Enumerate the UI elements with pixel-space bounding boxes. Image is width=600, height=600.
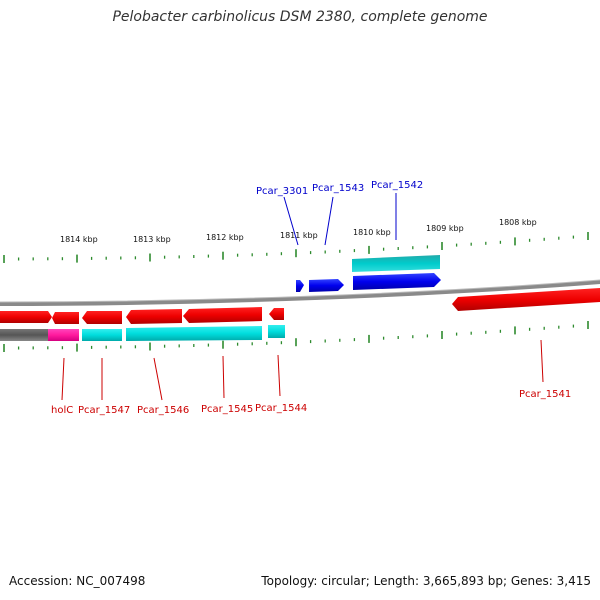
gene-label-pcar-1545[interactable]: Pcar_1545 [201, 404, 253, 415]
leader-pcar-1545 [222, 355, 225, 399]
feature-pcar-1542-region[interactable] [352, 255, 440, 272]
gene-pcar-1546-arrow[interactable] [126, 309, 182, 324]
feature-pcar-1544-region[interactable] [268, 325, 285, 338]
scale-label: 1808 kbp [499, 218, 537, 227]
gene-pcar-1542-arrow[interactable] [353, 273, 441, 290]
scale-label: 1811 kbp [280, 231, 318, 240]
scale-label: 1814 kbp [60, 235, 98, 244]
leader-pcar-1544 [277, 354, 281, 397]
accession-label: Accession: [9, 574, 73, 588]
feature-pcar-1546-1545-region[interactable] [126, 326, 262, 341]
accession-line: Accession: NC_007498 [9, 574, 145, 588]
scale-ticks-bottom [3, 321, 589, 352]
gene-label-pcar-1541[interactable]: Pcar_1541 [519, 389, 571, 400]
reverse-genes [0, 288, 600, 324]
genome-backbone [0, 280, 600, 306]
leader-pcar-1541 [540, 339, 544, 383]
gene-label-pcar-1544[interactable]: Pcar_1544 [255, 403, 307, 414]
scale-label: 1810 kbp [353, 228, 391, 237]
genome-backbone-highlight [0, 279, 600, 303]
length-label: Length: [373, 574, 420, 588]
accession-value: NC_007498 [76, 574, 146, 588]
label-leaders [61, 193, 544, 401]
reverse-features [0, 325, 285, 341]
leader-pcar-1546 [153, 357, 163, 401]
gene-label-pcar-1547[interactable]: Pcar_1547 [78, 405, 130, 416]
feature-pcar-1547-region[interactable] [82, 329, 122, 341]
gene-pcar-1547-arrow[interactable] [82, 311, 122, 324]
feature-holc-region[interactable] [48, 329, 79, 341]
gene-pcar-1544-arrow[interactable] [269, 308, 284, 320]
gene-pcar-1545-arrow[interactable] [183, 307, 262, 323]
gene-pcar-1541-arrow[interactable] [452, 288, 600, 311]
leader-holc [61, 357, 65, 401]
gene-label-holc[interactable]: holC [51, 405, 73, 416]
scale-ticks-top [3, 232, 589, 263]
gene-pcar-3301-arrow[interactable] [296, 280, 304, 292]
length-value: 3,665,893 bp [422, 574, 503, 588]
scale-label: 1809 kbp [426, 224, 464, 233]
scale-label: 1813 kbp [133, 235, 171, 244]
scale-labels: 1814 kbp 1813 kbp 1812 kbp 1811 kbp 1810… [60, 218, 537, 244]
topology-value: circular [321, 574, 366, 588]
gene-label-pcar-3301[interactable]: Pcar_3301 [256, 186, 308, 197]
gene-label-pcar-1546[interactable]: Pcar_1546 [137, 405, 189, 416]
scale-label: 1812 kbp [206, 233, 244, 242]
gene-pcar-1543-arrow[interactable] [309, 279, 344, 292]
gene-holc-arrow[interactable] [52, 312, 79, 324]
genes-label: Genes: [510, 574, 553, 588]
leader-pcar-3301 [283, 196, 299, 246]
map-title: Pelobacter carbinolicus DSM 2380, comple… [112, 9, 488, 25]
gene-label-pcar-1543[interactable]: Pcar_1543 [312, 183, 364, 194]
gene-labels-top: Pcar_3301 Pcar_1543 Pcar_1542 [256, 180, 423, 197]
genome-summary: Topology: circular; Length: 3,665,893 bp… [261, 574, 591, 588]
gene-left-edge-arrow[interactable] [0, 311, 52, 323]
genes-value: 3,415 [556, 574, 591, 588]
topology-label: Topology: [261, 574, 318, 588]
gene-label-pcar-1542[interactable]: Pcar_1542 [371, 180, 423, 191]
gene-labels-bottom: holC Pcar_1547 Pcar_1546 Pcar_1545 Pcar_… [51, 389, 571, 416]
feature-grey-region[interactable] [0, 329, 48, 341]
leader-pcar-1543 [324, 196, 334, 246]
